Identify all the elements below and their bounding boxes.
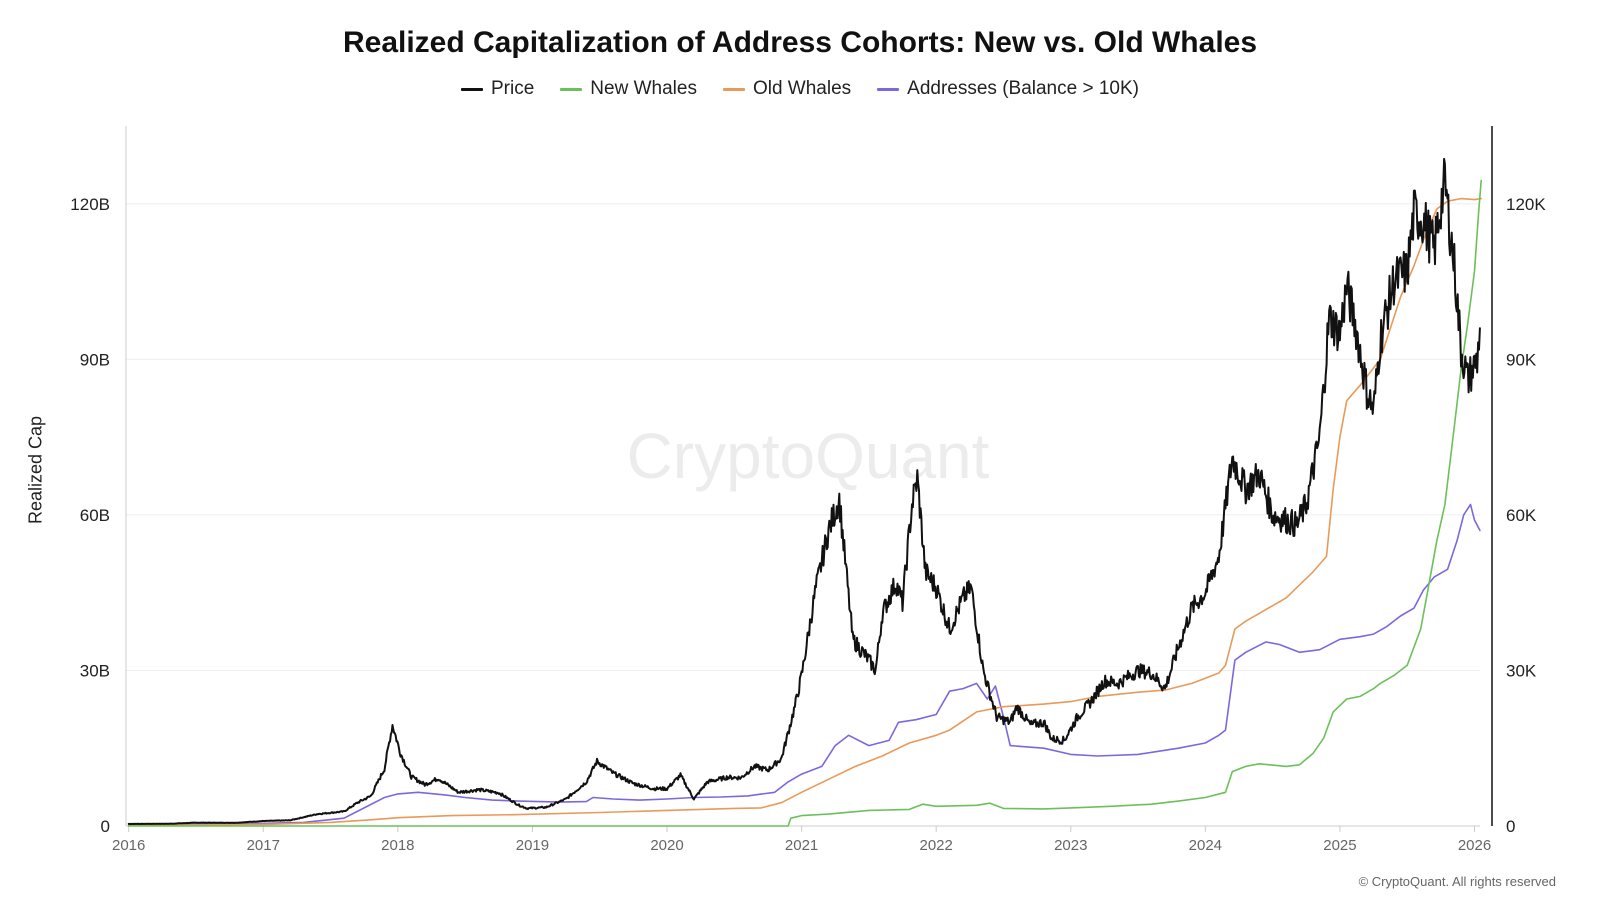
chart-title: Realized Capitalization of Address Cohor… — [342, 26, 1258, 59]
y2-tick-label: 0 — [1506, 817, 1515, 836]
series-line-old-whales[interactable] — [127, 197, 1482, 827]
series-line-addresses-balance-10k[interactable] — [127, 503, 1481, 826]
x-tick-label: 2016 — [112, 837, 145, 854]
x-tick-label: 2017 — [247, 837, 280, 854]
y2-tick-label: 90K — [1506, 350, 1537, 369]
y-tick-label: 30B — [80, 661, 110, 680]
y2-tick-label: 30K — [1506, 661, 1537, 680]
x-tick-label: 2020 — [650, 837, 683, 854]
y2-tick-label: 120K — [1506, 195, 1546, 214]
y-tick-label: 90B — [80, 350, 110, 369]
x-tick-label: 2021 — [785, 837, 818, 854]
legend-item-old-whales[interactable]: Old Whales — [722, 78, 852, 100]
y-tick-label: 0 — [101, 817, 110, 836]
tick-labels: 0 30B 60B 90B 120B 0 30K 60K 90K 120K 2016 2017 2018… — [70, 195, 1546, 854]
axes — [125, 126, 1493, 832]
x-tick-label: 2025 — [1323, 837, 1356, 854]
legend-item-addresses[interactable]: Addresses (Balance > 10K) — [877, 78, 1139, 100]
watermark: CryptoQuant — [627, 420, 990, 492]
y2-tick-label: 60K — [1506, 506, 1537, 525]
legend: Price New Whales Old Whales Addresses (B… — [0, 78, 1600, 100]
x-tick-label: 2024 — [1189, 837, 1222, 854]
gridlines — [126, 203, 1480, 671]
series-line-new-whales[interactable] — [127, 179, 1482, 827]
legend-label-new-whales: New Whales — [590, 78, 697, 99]
series-line-price[interactable] — [127, 157, 1481, 825]
series-layer — [127, 157, 1482, 827]
x-tick-label: 2022 — [919, 837, 952, 854]
copyright-text: © CryptoQuant. All rights reserved — [1358, 874, 1556, 889]
legend-label-old-whales: Old Whales — [752, 78, 852, 99]
legend-item-new-whales[interactable]: New Whales — [560, 78, 697, 100]
y-tick-label: 60B — [80, 506, 110, 525]
legend-swatch-new-whales — [560, 87, 583, 91]
legend-label-addresses: Addresses (Balance > 10K) — [907, 78, 1139, 99]
legend-swatch-addresses — [877, 87, 900, 91]
x-tick-label: 2026 — [1458, 837, 1491, 854]
legend-item-price[interactable]: Price — [461, 78, 534, 100]
legend-swatch-old-whales — [722, 87, 745, 91]
y-tick-label: 120B — [70, 195, 110, 214]
x-tick-label: 2019 — [516, 837, 549, 854]
legend-label-price: Price — [491, 78, 535, 99]
x-tick-label: 2023 — [1054, 837, 1087, 854]
x-tick-label: 2018 — [381, 837, 414, 854]
legend-swatch-price — [461, 87, 483, 91]
